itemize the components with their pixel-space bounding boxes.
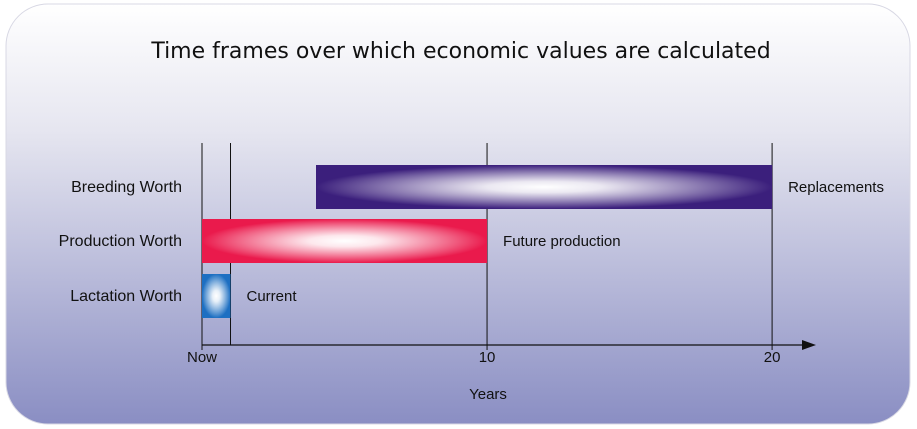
category-label: Production Worth [59,233,182,250]
bar-annotation: Current [247,288,298,305]
chart-title: Time frames over which economic values a… [150,39,770,64]
category-label: Lactation Worth [70,288,182,305]
x-tick-label: 10 [479,349,496,366]
axis-arrow [802,340,816,350]
x-axis-label: Years [469,386,507,403]
bar [202,219,488,263]
x-tick-label: 20 [764,349,781,366]
background [5,3,911,425]
category-label: Breeding Worth [71,179,182,196]
bar [202,274,231,318]
bar [316,165,773,209]
bar-annotation: Replacements [788,179,884,196]
bar-annotation: Future production [503,233,621,250]
x-tick-label: Now [187,349,217,366]
